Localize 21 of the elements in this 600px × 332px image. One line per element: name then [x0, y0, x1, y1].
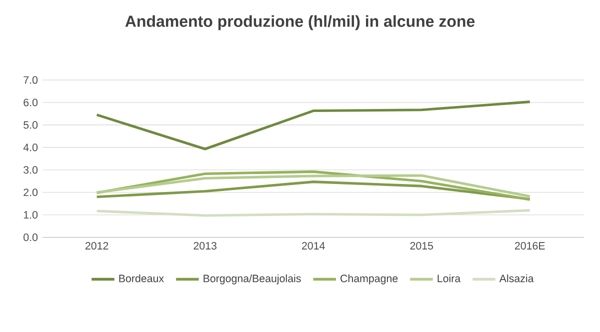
legend-label: Champagne	[340, 274, 398, 284]
y-tick-label: 7.0	[24, 76, 38, 84]
legend-label: Borgogna/Beaujolais	[204, 274, 301, 284]
legend-label: Bordeaux	[119, 274, 164, 282]
legend-label: Alsazia	[499, 274, 534, 282]
x-tick-label: 2014	[302, 242, 325, 250]
chart-title: Andamento produzione (hl/mil) in alcune zone	[125, 15, 475, 30]
line-series	[96, 100, 532, 150]
line-series	[96, 180, 532, 200]
y-tick-label: 1.0	[24, 211, 38, 219]
y-tick-label: 0.0	[24, 234, 38, 242]
x-tick-label: 2013	[194, 242, 216, 250]
x-tick-label: 2012	[85, 242, 108, 250]
y-tick-label: 2.0	[24, 188, 38, 196]
y-tick-label: 6.0	[24, 98, 38, 106]
y-tick-label: 5.0	[24, 121, 38, 129]
x-tick-label: 2015	[410, 242, 433, 250]
x-tick-label: 2016E	[514, 242, 545, 250]
legend-label: Loira	[438, 274, 461, 282]
y-tick-label: 4.0	[23, 144, 38, 152]
y-tick-label: 3.0	[24, 166, 38, 174]
